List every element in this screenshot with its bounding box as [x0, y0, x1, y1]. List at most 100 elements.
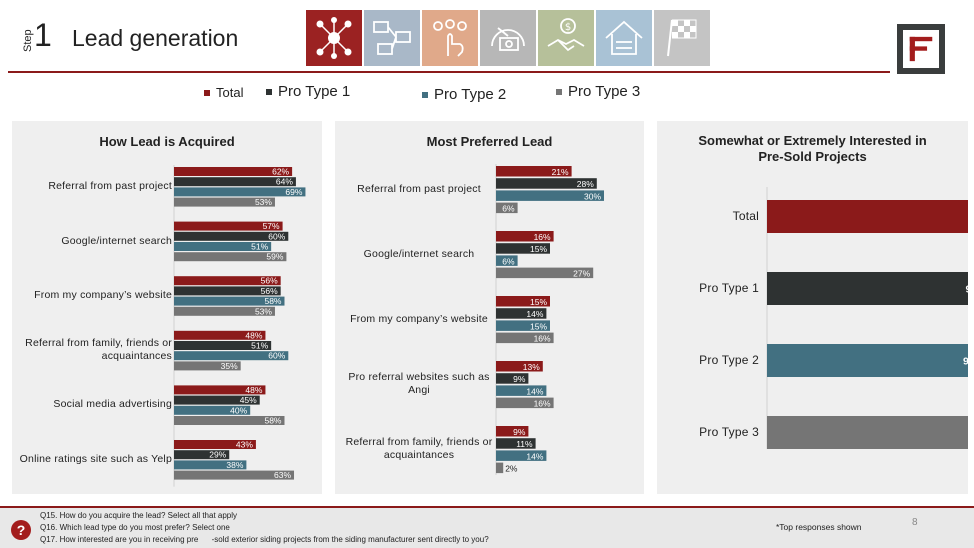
legend-item-pro-type-2: Pro Type 2	[422, 86, 506, 103]
data-label: 93%	[963, 356, 968, 368]
bar-total	[174, 385, 266, 395]
bar-pro-type-1	[174, 395, 260, 405]
legend-swatch	[266, 88, 272, 95]
bar-pro-type-1	[496, 243, 550, 254]
bar-pro-type-3	[496, 332, 554, 344]
legend-swatch	[204, 89, 210, 96]
data-label: 56%	[261, 276, 278, 286]
bar-pro-type-3	[174, 416, 285, 425]
money-handshake-icon: $	[538, 10, 594, 66]
bar-pro-type-1	[174, 341, 272, 350]
bar-total	[174, 330, 266, 340]
question-text: Q15. How do you acquire the lead? Select…	[40, 511, 238, 520]
chart-title: Most Preferred Lead	[426, 134, 553, 149]
data-label: 69%	[285, 187, 302, 197]
bar-pro-type-2	[174, 242, 272, 251]
bar-pro-type-2	[496, 385, 547, 396]
bar-pro-type-2	[174, 187, 306, 197]
data-label: 21%	[552, 167, 569, 177]
bar-pro-type-3	[174, 197, 275, 207]
data-label: 2%	[505, 464, 518, 474]
data-label: 14%	[526, 451, 543, 461]
category-label: Pro referral websites such as Angi	[348, 371, 490, 397]
data-label: 53%	[255, 306, 272, 316]
legend-label: Pro Type 3	[568, 83, 641, 100]
legend-item-total: Total	[204, 85, 243, 100]
bar-pro-type-2	[174, 460, 247, 470]
money-speed-icon	[480, 10, 536, 66]
bar-pro-type-3	[174, 306, 275, 316]
chart-panel-most-preferred-lead: Most Preferred Lead 21% 28% 30% 6% 16% 15% 6% 2…	[335, 121, 644, 494]
legend-swatch	[556, 88, 562, 95]
bar-total	[174, 221, 283, 231]
data-label: 59%	[266, 252, 283, 262]
data-label: 28%	[577, 179, 594, 189]
data-label: 16%	[534, 334, 551, 344]
bar-total	[496, 166, 572, 177]
category-label: Referral from past project	[357, 182, 481, 195]
touch-gesture-icon	[422, 10, 478, 66]
data-label: 14%	[526, 309, 543, 319]
category-label: Pro Type 1	[699, 281, 759, 295]
chart-panel-how-lead-acquired: How Lead is Acquired 62% 64% 69% 53% 57% 60% 5…	[12, 121, 322, 494]
category-label: Referral from past project	[48, 179, 172, 192]
bar-pro-type-3	[496, 202, 518, 214]
data-label: 60%	[268, 351, 285, 361]
footer-bar: ? Q15. How do you acquire the lead? Sele…	[0, 506, 974, 548]
bar-pro-type-1	[174, 450, 230, 460]
bar-pro-type-3	[174, 470, 295, 480]
data-label: 57%	[263, 221, 280, 231]
category-label: Social media advertising	[53, 398, 172, 411]
chart-legend: Total Pro Type 1 Pro Type 2 Pro Type 3	[0, 80, 974, 104]
bar-pro-type-2	[174, 296, 285, 306]
step-number: 1	[34, 17, 52, 53]
data-label: 38%	[226, 460, 243, 470]
legend-item-pro-type-3: Pro Type 3	[556, 83, 640, 100]
bar-pro-type-2	[496, 320, 550, 331]
bar-pro-type-1	[496, 438, 536, 449]
bar-total	[496, 296, 550, 307]
category-label: Google/internet search	[61, 234, 172, 247]
data-label: 48%	[245, 385, 262, 395]
bar-total	[496, 426, 529, 437]
data-label: 13%	[523, 362, 540, 372]
category-label: From my company’s website	[34, 289, 172, 302]
footnote: *Top responses shown	[776, 522, 862, 532]
bar-pro-type-3	[496, 462, 504, 474]
bar-pro-type-1	[174, 286, 281, 296]
bar-pro-type-2	[767, 344, 968, 377]
chart-title: Somewhat or Extremely Interested in Pre-…	[698, 133, 927, 164]
process-icon-strip: $	[306, 10, 710, 66]
flowchart-icon	[364, 10, 420, 66]
data-label: 6%	[502, 256, 515, 266]
bar-total	[496, 231, 554, 242]
data-label: 27%	[573, 269, 590, 279]
bar-pro-type-3	[174, 252, 287, 262]
legend-swatch	[422, 91, 428, 98]
category-label: Referral from family, friends or acquain…	[345, 436, 493, 462]
data-label: 51%	[251, 341, 268, 351]
bar-total	[174, 276, 281, 286]
bar-pro-type-2	[496, 255, 518, 266]
bar-pro-type-2	[174, 351, 289, 361]
data-label: 60%	[268, 231, 285, 241]
data-label: 51%	[251, 242, 268, 252]
data-label: 40%	[230, 405, 247, 415]
category-label: Pro Type 3	[699, 425, 759, 439]
chart-panel-pre-sold-interest: Somewhat or Extremely Interested in Pre-…	[657, 121, 968, 494]
data-label: 15%	[530, 244, 547, 254]
bar-pro-type-3	[496, 397, 554, 409]
data-label: 58%	[264, 416, 281, 426]
data-label: 53%	[255, 197, 272, 207]
bar-pro-type-3	[496, 267, 594, 279]
header-divider	[8, 71, 890, 73]
data-label: 16%	[534, 399, 551, 409]
checkered-flag-icon	[654, 10, 710, 66]
legend-label: Total	[216, 85, 244, 100]
page-number: 8	[912, 517, 918, 528]
bar-pro-type-1	[496, 178, 597, 189]
data-label: 94%	[965, 284, 968, 296]
legend-label: Pro Type 2	[434, 86, 507, 103]
data-label: 62%	[272, 167, 289, 177]
bar-total	[767, 200, 968, 233]
